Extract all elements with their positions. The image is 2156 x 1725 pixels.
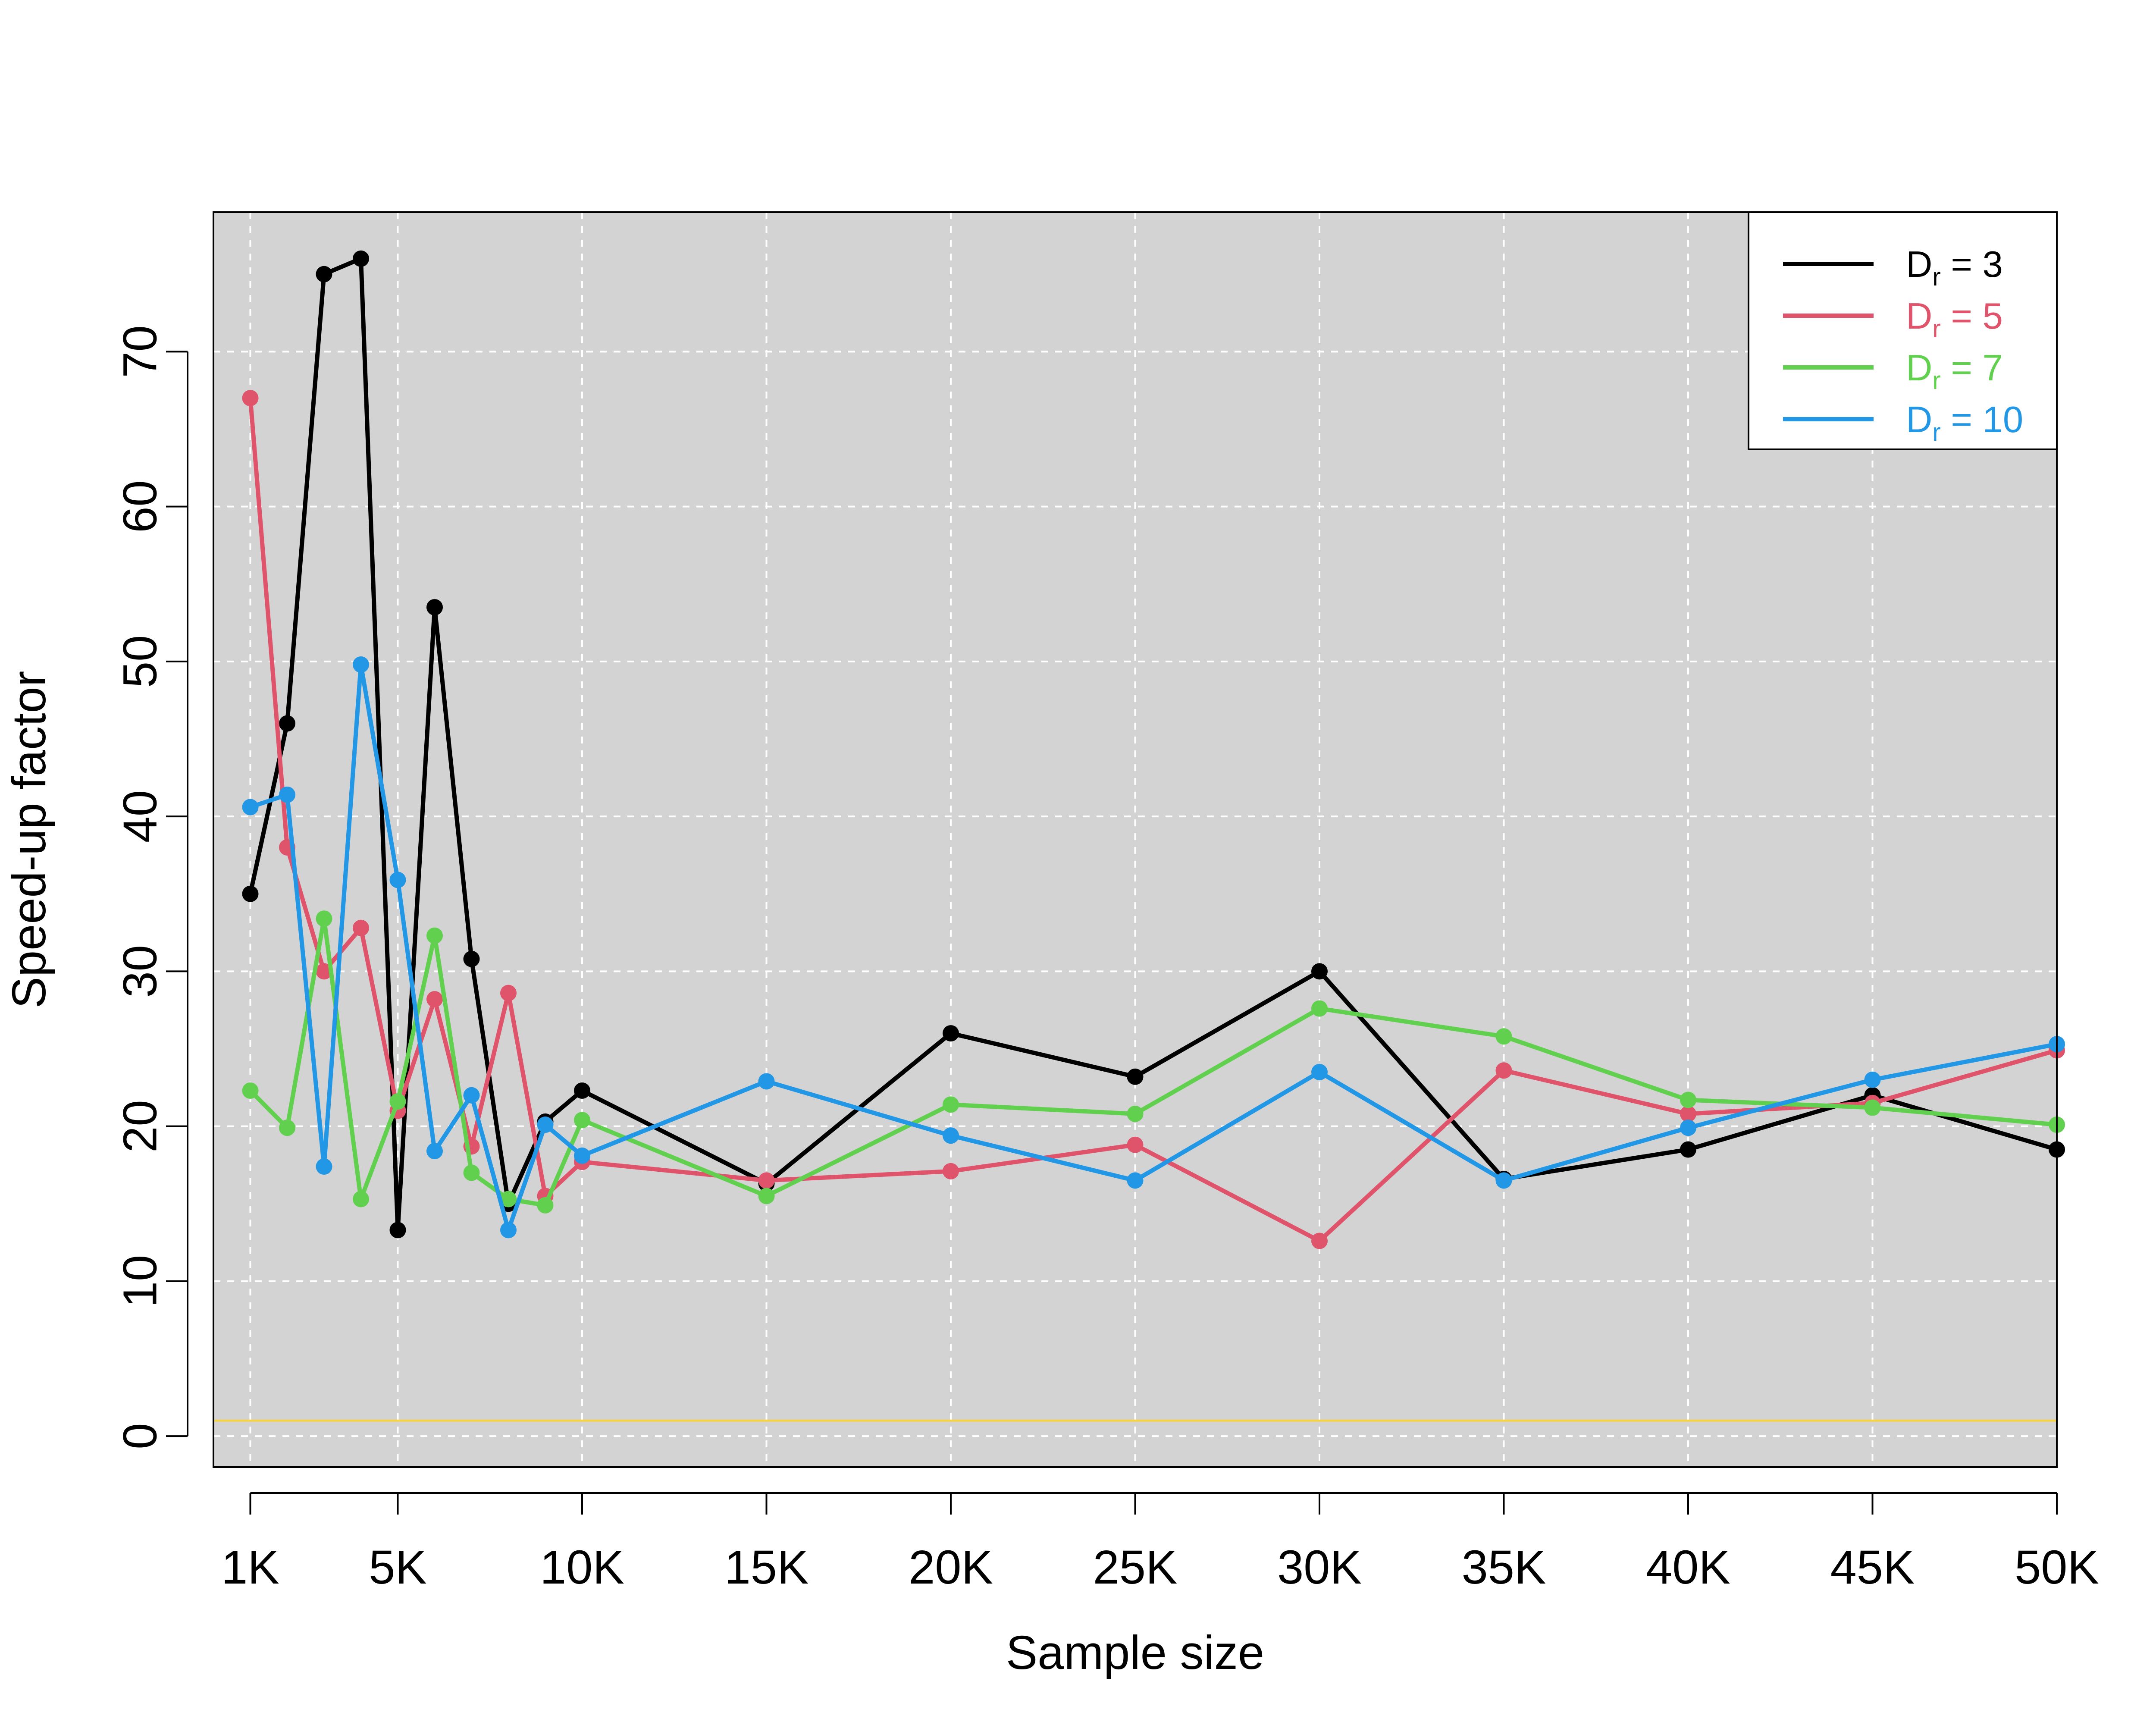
y-axis: 0 10 20 30 40 50 60 70: [114, 325, 188, 1449]
series-5: [242, 390, 2065, 1249]
data-point: [758, 1172, 775, 1189]
data-point: [426, 927, 443, 944]
data-point: [943, 1127, 959, 1144]
y-tick-label: 70: [114, 325, 167, 378]
x-tick-label: 40K: [1646, 1541, 1730, 1594]
data-point: [353, 919, 369, 936]
data-point: [537, 1197, 554, 1214]
data-point: [500, 1191, 517, 1208]
data-point: [537, 1117, 554, 1133]
data-point: [1495, 1028, 1512, 1045]
y-tick-label: 10: [114, 1255, 167, 1308]
data-point: [943, 1025, 959, 1042]
x-tick-label: 25K: [1093, 1541, 1178, 1594]
data-point: [242, 885, 259, 902]
data-point: [1311, 963, 1328, 980]
data-point: [500, 1222, 517, 1239]
series-7: [242, 910, 2065, 1214]
data-point: [426, 991, 443, 1008]
data-point: [1311, 1000, 1328, 1017]
data-point: [316, 266, 332, 282]
data-point: [279, 715, 295, 732]
legend: Dr = 3 Dr = 5 Dr = 7Dr = 10: [1748, 211, 2058, 450]
data-point: [279, 1120, 295, 1136]
data-point: [316, 1158, 332, 1175]
x-tick-label: 35K: [1462, 1541, 1546, 1594]
data-point: [1680, 1091, 1696, 1108]
data-point: [242, 390, 259, 407]
data-point: [1127, 1068, 1144, 1085]
x-tick-label: 15K: [724, 1541, 809, 1594]
legend-entry: Dr = 5: [1783, 296, 2003, 343]
data-point: [426, 1143, 443, 1160]
y-tick-label: 0: [114, 1423, 167, 1449]
y-tick-label: 30: [114, 945, 167, 997]
data-point: [1311, 1233, 1328, 1249]
data-point: [389, 1222, 406, 1239]
data-point: [1311, 1063, 1328, 1080]
series-line: [249, 662, 2057, 1233]
data-point: [758, 1073, 775, 1090]
x-tick-label: 45K: [1830, 1541, 1915, 1594]
x-tick-label: 50K: [2015, 1541, 2099, 1594]
legend-entry: Dr = 10: [1783, 399, 2023, 446]
data-point: [426, 599, 443, 616]
x-tick-label: 20K: [909, 1541, 993, 1594]
data-point: [1127, 1136, 1144, 1153]
data-point: [1127, 1105, 1144, 1122]
x-tick-label: 1K: [221, 1541, 279, 1594]
data-point: [242, 799, 259, 815]
data-point: [353, 1191, 369, 1208]
y-tick-label: 40: [114, 790, 167, 843]
data-point: [463, 1087, 480, 1104]
data-point: [353, 250, 369, 267]
y-tick-label: 60: [114, 480, 167, 533]
series-line: [248, 398, 2058, 1243]
data-point: [943, 1096, 959, 1113]
data-point: [463, 950, 480, 967]
data-point: [353, 656, 369, 673]
series-layer: [242, 250, 2065, 1249]
x-axis: 1K 5K 10K 15K 20K 25K 30K 35K 40K 45K 50K: [221, 1492, 2099, 1594]
data-point: [943, 1163, 959, 1179]
data-point: [1864, 1071, 1881, 1088]
x-tick-label: 5K: [369, 1541, 427, 1594]
series-10: [242, 656, 2065, 1239]
x-tick-label: 10K: [540, 1541, 624, 1594]
y-axis-title: Speed-up factor: [3, 671, 56, 1009]
data-point: [1680, 1141, 1696, 1158]
x-axis-title: Sample size: [1006, 1626, 1264, 1679]
data-point: [242, 1082, 259, 1099]
data-point: [1680, 1120, 1696, 1136]
data-point: [463, 1164, 480, 1181]
data-point: [316, 963, 332, 980]
data-point: [574, 1112, 590, 1129]
y-tick-label: 20: [114, 1100, 167, 1152]
data-point: [1864, 1099, 1881, 1116]
legend-entry: Dr = 3: [1783, 244, 2003, 291]
data-point: [758, 1188, 775, 1204]
data-point: [1495, 1062, 1512, 1079]
y-tick-label: 50: [114, 635, 167, 688]
plot-frame: [213, 211, 2058, 1468]
legend-label: Dr = 3: [1906, 244, 2003, 291]
data-point: [500, 985, 517, 1001]
legend-label: Dr = 5: [1906, 296, 2003, 343]
series-line: [248, 916, 2057, 1208]
data-point: [1680, 1105, 1696, 1122]
x-tick-label: 30K: [1277, 1541, 1362, 1594]
legend-box: [1748, 211, 2058, 450]
legend-label: Dr = 10: [1906, 399, 2023, 446]
legend-entry: Dr = 7: [1783, 348, 2003, 395]
data-point: [574, 1082, 590, 1099]
data-point: [1495, 1172, 1512, 1189]
data-point: [316, 910, 332, 927]
data-point: [574, 1147, 590, 1164]
data-point: [389, 1093, 406, 1110]
data-point: [279, 786, 295, 803]
data-point: [1127, 1172, 1144, 1189]
legend-label: Dr = 7: [1906, 348, 2003, 395]
data-point: [389, 872, 406, 888]
